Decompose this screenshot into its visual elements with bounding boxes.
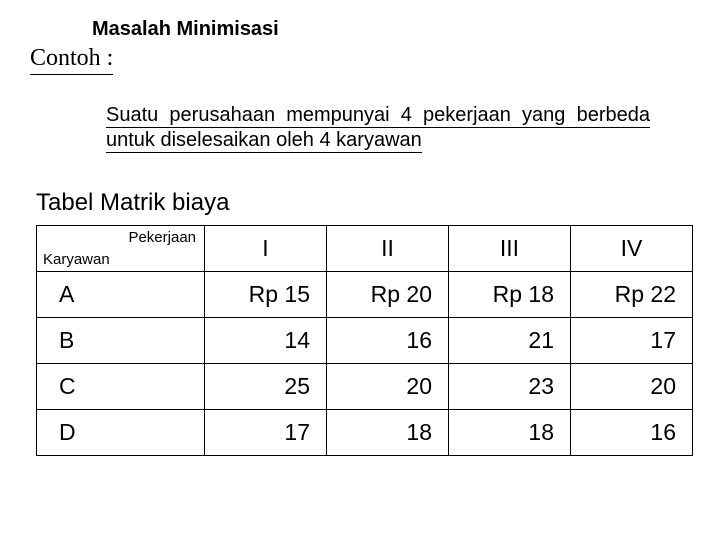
col-header: IV: [571, 226, 693, 272]
cell: 17: [571, 318, 693, 364]
cell: 17: [205, 410, 327, 456]
col-header: II: [327, 226, 449, 272]
row-header: B: [37, 318, 205, 364]
row-header: C: [37, 364, 205, 410]
cell: Rp 18: [449, 272, 571, 318]
corner-top-label: Pekerjaan: [128, 229, 196, 246]
table-row: D 17 18 18 16: [37, 410, 693, 456]
cell: 18: [327, 410, 449, 456]
col-header: III: [449, 226, 571, 272]
cell: 20: [571, 364, 693, 410]
col-header: I: [205, 226, 327, 272]
cell: Rp 20: [327, 272, 449, 318]
cell: 18: [449, 410, 571, 456]
corner-cell: Pekerjaan Karyawan: [37, 226, 205, 272]
cell: 16: [327, 318, 449, 364]
heading-script: Contoh :: [30, 45, 113, 75]
table-row: A Rp 15 Rp 20 Rp 18 Rp 22: [37, 272, 693, 318]
cell: 16: [571, 410, 693, 456]
body-paragraph: Suatu perusahaan mempunyai 4 pekerjaan y…: [106, 103, 650, 153]
cost-matrix-table: Pekerjaan Karyawan I II III IV A Rp 15 R…: [36, 225, 693, 456]
cell: 20: [327, 364, 449, 410]
row-header: D: [37, 410, 205, 456]
table-row: C 25 20 23 20: [37, 364, 693, 410]
body-text: Suatu perusahaan mempunyai 4 pekerjaan y…: [106, 104, 650, 153]
table-header-row: Pekerjaan Karyawan I II III IV: [37, 226, 693, 272]
cell: 23: [449, 364, 571, 410]
corner-bottom-label: Karyawan: [43, 251, 110, 268]
cell: 21: [449, 318, 571, 364]
table-title: Tabel Matrik biaya: [36, 189, 720, 217]
cell: Rp 22: [571, 272, 693, 318]
row-header: A: [37, 272, 205, 318]
cell: 25: [205, 364, 327, 410]
cell: Rp 15: [205, 272, 327, 318]
table-row: B 14 16 21 17: [37, 318, 693, 364]
cell: 14: [205, 318, 327, 364]
heading-bold: Masalah Minimisasi: [92, 18, 720, 41]
